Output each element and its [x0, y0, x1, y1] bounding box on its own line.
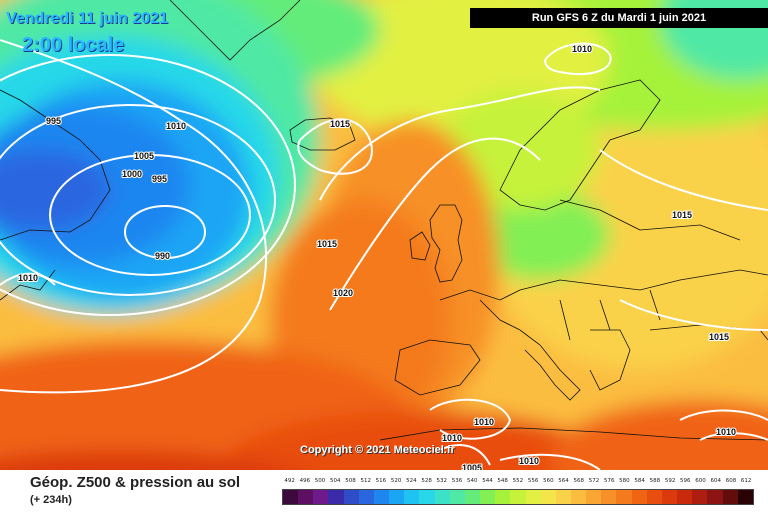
isobar-label: 1005	[462, 463, 482, 470]
legend-value: 508	[345, 478, 356, 484]
legend-swatch	[298, 490, 314, 504]
legend-swatch	[601, 490, 617, 504]
isobar-label: 1020	[333, 288, 353, 298]
isobar-label: 1010	[442, 433, 462, 443]
legend-swatch	[661, 490, 678, 504]
legend-value: 572	[588, 478, 600, 484]
legend-swatch	[510, 490, 526, 504]
isobar-label: 1015	[317, 239, 337, 249]
legend-value: 552	[512, 478, 524, 484]
isobar-label: 1010	[474, 417, 494, 427]
legend-value: 564	[558, 478, 569, 484]
legend-value: 544	[482, 478, 493, 484]
isobar-label: 990	[155, 251, 170, 261]
legend-value: 532	[436, 478, 448, 484]
legend-swatch	[646, 490, 662, 504]
legend-value: 592	[664, 478, 676, 484]
legend-swatch	[631, 490, 647, 504]
legend-value: 492	[284, 478, 295, 484]
product-title: Géop. Z500 & pression au sol	[30, 474, 241, 491]
legend-value: 576	[603, 478, 615, 484]
coastlines	[0, 0, 768, 441]
copyright: Copyright © 2021 Meteociel.fr	[300, 444, 455, 456]
legend-labels: 492 496 500 504 508 512 516 520 524 528 532 536 540 5…	[282, 478, 754, 488]
legend-value: 588	[649, 478, 661, 484]
isobar-label: 1015	[330, 119, 350, 129]
legend-swatch	[449, 490, 465, 504]
legend-swatch	[586, 490, 602, 504]
legend-value: 556	[527, 478, 539, 484]
legend-swatch	[343, 490, 359, 504]
legend-value: 540	[466, 478, 478, 484]
color-legend: 492 496 500 504 508 512 516 520 524 528 532 536 540 5…	[282, 478, 754, 505]
legend-value: 496	[299, 478, 311, 484]
legend-swatch	[616, 490, 632, 504]
run-banner: Run GFS 6 Z du Mardi 1 juin 2021	[470, 8, 768, 28]
isobar-label: 1015	[709, 332, 729, 342]
legend-value: 548	[497, 478, 508, 484]
isobar-label: 995	[46, 116, 61, 126]
legend-value: 560	[543, 478, 554, 484]
legend-value: 568	[573, 478, 585, 484]
legend-bar	[282, 489, 754, 505]
isobar-label: 1010	[166, 121, 186, 131]
legend-swatch	[555, 490, 571, 504]
legend-value: 528	[421, 478, 432, 484]
isobars	[0, 39, 768, 470]
legend-swatch	[495, 490, 511, 504]
isobar-label: 1010	[18, 273, 38, 283]
legend-swatch	[389, 490, 405, 504]
isobar-label: 1015	[672, 210, 692, 220]
legend-value: 516	[375, 478, 387, 484]
legend-swatch	[283, 490, 299, 504]
legend-swatch	[328, 490, 344, 504]
legend-swatch	[358, 490, 374, 504]
isobar-label: 1010	[572, 44, 592, 54]
legend-swatch	[525, 490, 541, 504]
legend-swatch	[737, 490, 753, 504]
lead-time: (+ 234h)	[30, 494, 72, 506]
legend-swatch	[722, 490, 738, 504]
legend-value: 608	[725, 478, 737, 484]
legend-value: 604	[710, 478, 721, 484]
legend-value: 504	[330, 478, 341, 484]
isobar-label: 1010	[519, 456, 539, 466]
legend-swatch	[313, 490, 329, 504]
legend-value: 600	[695, 478, 706, 484]
geopotential-map: 995 1010 1005 1000 995 990 1015 1015 102…	[0, 0, 768, 470]
local-time: 2:00 locale	[22, 34, 125, 56]
isobar-label: 995	[152, 174, 167, 184]
legend-swatch	[434, 490, 450, 504]
legend-swatch	[677, 490, 693, 504]
legend-value: 612	[740, 478, 752, 484]
legend-swatch	[404, 490, 420, 504]
isobar-label: 1005	[134, 151, 154, 161]
legend-value: 500	[314, 478, 326, 484]
legend-swatch	[373, 490, 390, 504]
legend-swatch	[540, 490, 556, 504]
legend-swatch	[464, 490, 481, 504]
legend-swatch	[707, 490, 723, 504]
footer: Géop. Z500 & pression au sol (+ 234h) 49…	[0, 470, 768, 512]
z500-color-field	[0, 0, 768, 470]
isobar-label: 1010	[716, 427, 736, 437]
legend-swatch	[480, 490, 496, 504]
legend-value: 580	[619, 478, 630, 484]
legend-value: 536	[451, 478, 463, 484]
legend-swatch	[692, 490, 708, 504]
legend-swatch	[570, 490, 587, 504]
legend-value: 596	[680, 478, 691, 484]
forecast-date: Vendredi 11 juin 2021	[6, 10, 168, 27]
legend-value: 520	[390, 478, 402, 484]
isobar-labels: 995 1010 1005 1000 995 990 1015 1015 102…	[17, 43, 737, 470]
legend-value: 524	[406, 478, 417, 484]
legend-value: 584	[634, 478, 645, 484]
legend-swatch	[419, 490, 435, 504]
legend-value: 512	[360, 478, 371, 484]
isobar-label: 1000	[122, 169, 142, 179]
